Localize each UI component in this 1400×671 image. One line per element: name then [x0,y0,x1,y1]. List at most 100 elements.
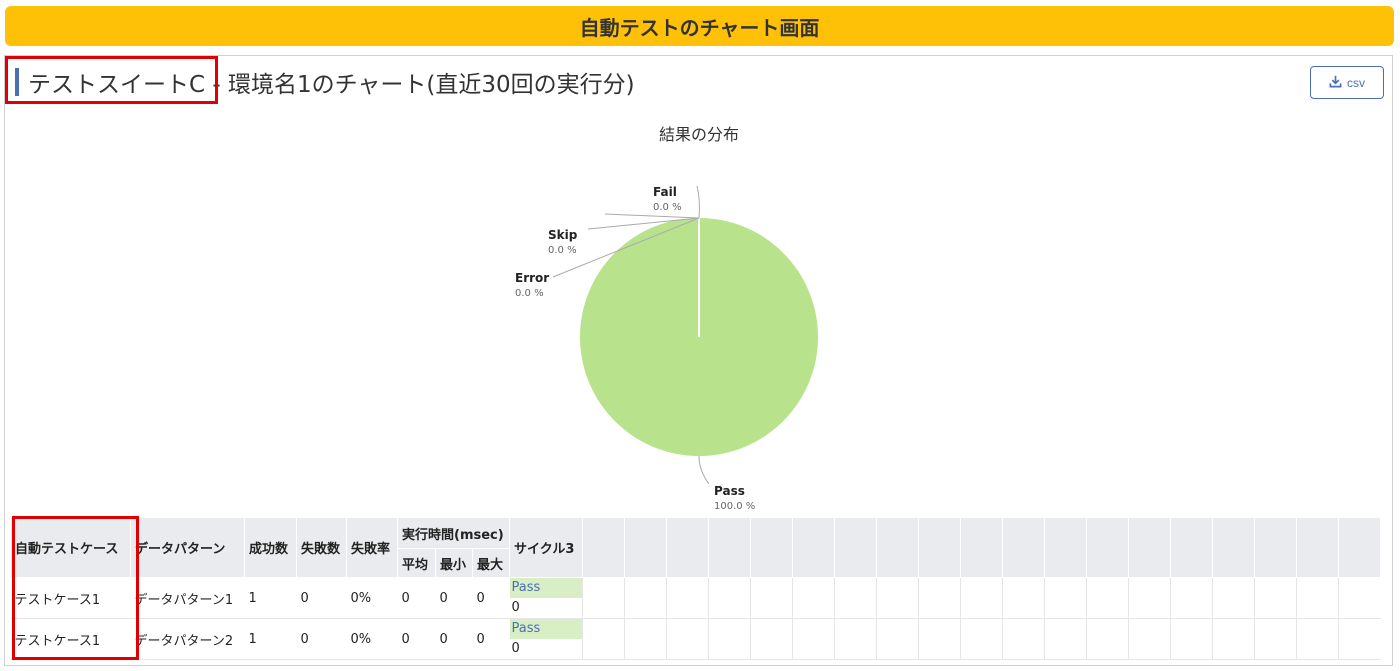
cell-empty [1170,618,1213,660]
cell-data-pattern: データパターン2 [130,618,245,660]
label-fail-percent: 0.0 % [653,202,682,213]
connector-fail [696,185,700,219]
cell-empty [582,577,625,619]
label-pass-percent: 100.0 % [714,501,755,512]
cell-empty [876,618,919,660]
header-empty [1002,517,1045,578]
header-min: 最小 [435,548,473,578]
cell-empty [918,577,961,619]
header-empty [918,517,961,578]
cell-empty [1044,618,1087,660]
cell-empty [1338,577,1381,619]
header-test-case: 自動テストケース [10,517,131,578]
header-empty [876,517,919,578]
result-distribution-chart: 結果の分布 Fail 0.0 % Skip 0.0 % Error 0.0 % … [515,125,818,512]
cell-test-case: テストケース1 [10,618,131,660]
csv-button-label: csv [1347,75,1365,90]
cell-avg: 0 [397,577,436,619]
cell-empty [582,618,625,660]
cell-empty [834,577,877,619]
cell-empty [918,618,961,660]
label-error: Error [515,271,549,285]
label-fail: Fail [653,185,677,199]
cell-empty [1044,577,1087,619]
connector-extra [604,213,700,219]
cell-empty [1086,618,1129,660]
cycle-status-label: Pass [509,578,582,598]
cell-failure-rate: 0% [346,577,398,619]
header-empty [708,517,751,578]
label-error-percent: 0.0 % [515,288,544,299]
cell-empty [960,577,1003,619]
label-skip: Skip [548,228,578,242]
header-empty [1212,517,1255,578]
table-row: テストケース1 データパターン1 1 0 0% 0 0 0 Pass 0 [10,577,1381,619]
cell-empty [750,618,793,660]
highlight-box-test-case-column [12,516,139,660]
chart-panel: テストスイートC - 環境名1のチャート(直近30回の実行分) csv 結果の分… [4,55,1393,666]
page-title: テストスイートC - 環境名1のチャート(直近30回の実行分) [28,72,635,98]
cell-empty [1254,618,1297,660]
connector-error [552,217,700,278]
header-failure: 失敗数 [296,517,347,578]
cell-empty [960,618,1003,660]
label-pass: Pass [714,484,745,498]
cell-test-case: テストケース1 [10,577,131,619]
cell-empty [624,577,667,619]
header-max: 最大 [472,548,510,578]
cell-cycle-3[interactable]: Pass 0 [509,618,583,660]
title-accent-bar [15,68,19,96]
header-data-pattern: データパターン [130,517,245,578]
cell-min: 0 [435,618,473,660]
cell-max: 0 [472,577,510,619]
highlight-box-suite-name [5,56,218,104]
cell-empty [1296,618,1339,660]
page-banner: 自動テストのチャート画面 [5,6,1394,46]
header-empty [1254,517,1297,578]
cycle-status-value: 0 [511,600,520,615]
chart-title: 結果の分布 [659,125,739,144]
cell-empty [624,618,667,660]
cell-empty [792,618,835,660]
header-empty [666,517,709,578]
header-cycle-3: サイクル3 [509,517,583,578]
cell-empty [1170,577,1213,619]
cell-empty [1296,577,1339,619]
download-icon [1329,75,1342,91]
cell-empty [792,577,835,619]
header-empty [1170,517,1213,578]
cell-empty [834,618,877,660]
header-exec-time: 実行時間(msec) [397,517,510,549]
csv-download-button[interactable]: csv [1310,66,1384,99]
cell-avg: 0 [397,618,436,660]
cell-success: 1 [244,577,297,619]
cell-success: 1 [244,618,297,660]
connector-pass [698,455,710,485]
cell-failure: 0 [296,618,347,660]
cycle-status-value: 0 [511,641,520,656]
cell-empty [708,618,751,660]
header-empty [792,517,835,578]
cell-empty [1128,577,1171,619]
connector-skip [587,217,700,230]
results-table-area: 自動テストケース データパターン 成功数 失敗数 失敗率 実行時間(msec) … [10,517,1385,662]
header-success: 成功数 [244,517,297,578]
header-empty [582,517,625,578]
cell-empty [1254,577,1297,619]
header-empty [624,517,667,578]
header-failure-rate: 失敗率 [346,517,398,578]
cell-empty [1086,577,1129,619]
cycle-status-label: Pass [509,619,582,639]
header-empty [1128,517,1171,578]
cell-failure: 0 [296,577,347,619]
cell-empty [1212,618,1255,660]
cell-max: 0 [472,618,510,660]
cell-empty [1338,618,1381,660]
cell-min: 0 [435,577,473,619]
header-avg: 平均 [397,548,436,578]
table-row: テストケース1 データパターン2 1 0 0% 0 0 0 Pass 0 [10,618,1381,660]
cell-cycle-3[interactable]: Pass 0 [509,577,583,619]
page-banner-title: 自動テストのチャート画面 [579,15,820,40]
cell-failure-rate: 0% [346,618,398,660]
results-table: 自動テストケース データパターン 成功数 失敗数 失敗率 実行時間(msec) … [10,517,1381,660]
